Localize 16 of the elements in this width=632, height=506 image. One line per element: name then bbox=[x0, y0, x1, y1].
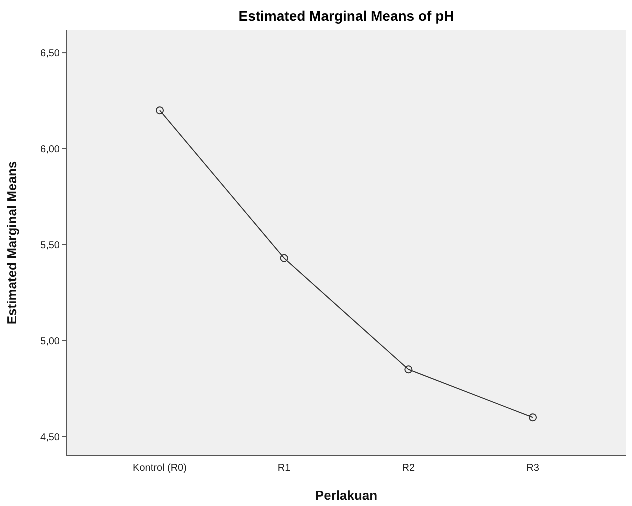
point bbox=[156, 106, 164, 115]
y-tick-label: 5,50 bbox=[40, 240, 60, 252]
x-tick-label: Kontrol (R0) bbox=[133, 463, 187, 474]
y-axis-title: Estimated Marginal Means bbox=[4, 161, 20, 325]
chart-title: Estimated Marginal Means of pH bbox=[238, 8, 456, 24]
x-tick-label: R1 bbox=[278, 463, 292, 474]
y-tick-label: 6,00 bbox=[40, 144, 60, 156]
y-tick-label: 5,00 bbox=[40, 336, 60, 348]
point bbox=[280, 254, 288, 262]
y-tick-label: 4,50 bbox=[40, 432, 60, 444]
point bbox=[529, 414, 537, 422]
x-axis-title: Perlakuan bbox=[315, 488, 378, 503]
y-tick-label: 6,50 bbox=[40, 48, 60, 60]
point bbox=[404, 366, 413, 374]
x-tick-label: R2 bbox=[402, 463, 416, 474]
x-tick-label: R3 bbox=[526, 463, 540, 474]
